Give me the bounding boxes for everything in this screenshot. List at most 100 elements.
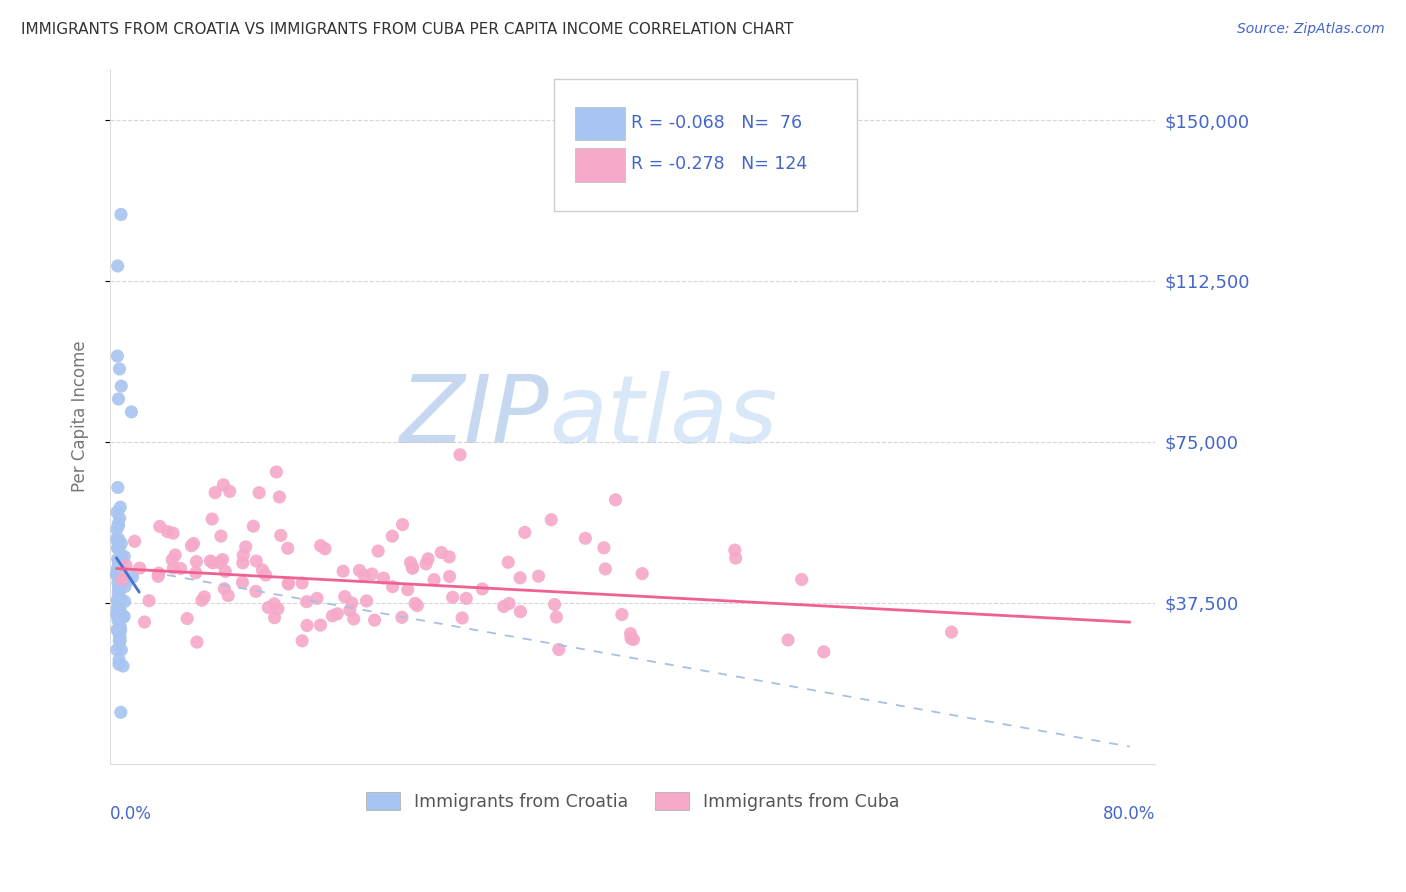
Point bbox=[941, 625, 963, 640]
Point bbox=[245, 584, 267, 599]
Point bbox=[257, 600, 280, 615]
Point bbox=[415, 557, 437, 571]
Point bbox=[108, 568, 131, 582]
Point bbox=[619, 626, 641, 640]
Point bbox=[513, 525, 536, 540]
Point bbox=[105, 532, 128, 546]
Point bbox=[270, 528, 292, 542]
Point bbox=[595, 562, 617, 576]
Point bbox=[212, 478, 235, 492]
Point bbox=[105, 568, 128, 582]
Point bbox=[396, 582, 419, 597]
Point bbox=[309, 539, 332, 553]
Text: ZIP: ZIP bbox=[399, 371, 548, 462]
Point bbox=[332, 564, 354, 578]
Point bbox=[527, 569, 550, 583]
Text: 0.0%: 0.0% bbox=[110, 805, 152, 823]
Point bbox=[193, 590, 215, 604]
Point bbox=[204, 485, 226, 500]
Point bbox=[108, 633, 131, 648]
Point bbox=[169, 561, 191, 575]
Point bbox=[235, 540, 257, 554]
Point bbox=[277, 576, 299, 591]
Point bbox=[105, 602, 128, 616]
Point bbox=[471, 582, 494, 596]
Point bbox=[605, 492, 627, 507]
Point bbox=[117, 574, 139, 588]
Point bbox=[165, 548, 187, 562]
Point bbox=[186, 555, 208, 569]
Point bbox=[110, 207, 132, 221]
Point bbox=[401, 560, 423, 574]
Legend: Immigrants from Croatia, Immigrants from Cuba: Immigrants from Croatia, Immigrants from… bbox=[359, 785, 907, 818]
Point bbox=[112, 659, 135, 673]
Text: atlas: atlas bbox=[548, 371, 778, 462]
Point bbox=[112, 610, 135, 624]
Point bbox=[120, 405, 142, 419]
Point bbox=[263, 610, 285, 624]
Point bbox=[245, 554, 267, 568]
Point bbox=[724, 551, 747, 566]
Point bbox=[112, 549, 135, 564]
Point bbox=[340, 596, 363, 610]
Point bbox=[620, 632, 643, 646]
Point bbox=[353, 568, 375, 582]
Point bbox=[148, 566, 170, 581]
Point bbox=[291, 576, 314, 591]
Point bbox=[107, 518, 129, 533]
Point bbox=[108, 565, 131, 579]
Point bbox=[547, 642, 569, 657]
Point bbox=[108, 609, 131, 624]
Point bbox=[439, 569, 461, 583]
Point bbox=[108, 593, 131, 607]
Point bbox=[277, 577, 299, 591]
Point bbox=[108, 613, 131, 627]
Point bbox=[108, 630, 131, 644]
Point bbox=[176, 611, 198, 625]
Point bbox=[110, 591, 132, 606]
Point bbox=[115, 558, 138, 573]
Point bbox=[134, 615, 156, 629]
Point bbox=[295, 595, 318, 609]
Point bbox=[186, 635, 208, 649]
Point bbox=[108, 657, 131, 672]
Point bbox=[309, 618, 332, 632]
Text: IMMIGRANTS FROM CROATIA VS IMMIGRANTS FROM CUBA PER CAPITA INCOME CORRELATION CH: IMMIGRANTS FROM CROATIA VS IMMIGRANTS FR… bbox=[21, 22, 793, 37]
Point bbox=[107, 623, 129, 637]
Point bbox=[107, 576, 129, 591]
Point bbox=[105, 643, 128, 657]
Point bbox=[404, 596, 426, 610]
Point bbox=[217, 589, 239, 603]
Point bbox=[574, 531, 596, 545]
Point bbox=[343, 612, 366, 626]
Point bbox=[110, 575, 132, 590]
FancyBboxPatch shape bbox=[554, 79, 858, 211]
Point bbox=[107, 598, 129, 612]
Point bbox=[406, 599, 429, 613]
Point bbox=[543, 598, 565, 612]
Point bbox=[110, 562, 132, 576]
Point bbox=[201, 512, 224, 526]
Point bbox=[107, 392, 129, 406]
Point bbox=[416, 551, 439, 566]
Point bbox=[105, 522, 128, 536]
Point bbox=[114, 594, 136, 608]
Point bbox=[214, 582, 236, 596]
Point bbox=[269, 490, 291, 504]
Point bbox=[381, 529, 404, 543]
Point bbox=[108, 633, 131, 648]
Text: R = -0.278   N= 124: R = -0.278 N= 124 bbox=[630, 155, 807, 173]
Point bbox=[107, 556, 129, 570]
Point bbox=[242, 519, 264, 533]
Point bbox=[593, 541, 616, 555]
Point bbox=[107, 533, 129, 547]
Point bbox=[107, 533, 129, 547]
Point bbox=[108, 561, 131, 575]
Point bbox=[112, 609, 135, 624]
Text: Source: ZipAtlas.com: Source: ZipAtlas.com bbox=[1237, 22, 1385, 37]
Point bbox=[333, 590, 356, 604]
Point bbox=[107, 613, 129, 627]
Point bbox=[180, 539, 202, 553]
Point bbox=[252, 563, 274, 577]
Point bbox=[218, 484, 240, 499]
